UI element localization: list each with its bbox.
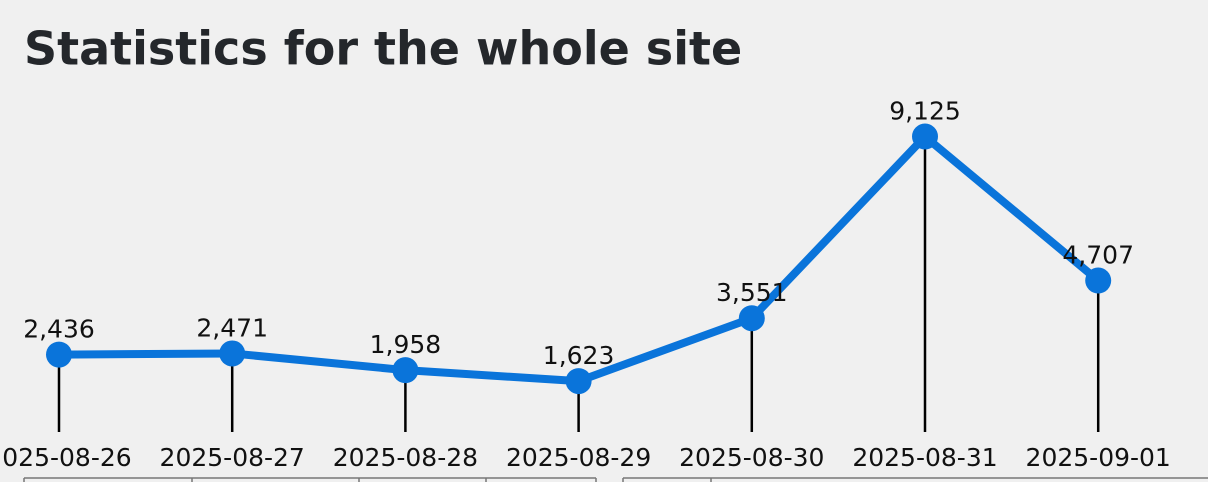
data-label: 1,623 bbox=[543, 341, 615, 370]
data-label: 9,125 bbox=[889, 97, 961, 126]
data-label: 2,436 bbox=[23, 315, 95, 344]
chart-title: Statistics for the whole site bbox=[24, 22, 742, 76]
table-edge bbox=[23, 477, 1208, 482]
x-tick-label: 2025-08-27 bbox=[160, 443, 305, 472]
x-tick-label: 2025-08-31 bbox=[852, 443, 997, 472]
data-label: 1,958 bbox=[370, 330, 442, 359]
point bbox=[738, 305, 765, 332]
data-label: 2,471 bbox=[196, 313, 268, 342]
point bbox=[46, 341, 72, 368]
data-label: 4,707 bbox=[1062, 241, 1134, 270]
x-tick-label: 2025-08-30 bbox=[679, 443, 824, 472]
data-label: 3,551 bbox=[716, 278, 788, 307]
x-tick-label: 2025-08-26 bbox=[0, 443, 132, 472]
x-tick-label: 2025-08-29 bbox=[506, 443, 651, 472]
point bbox=[912, 123, 938, 150]
x-tick-label: 2025-08-28 bbox=[333, 443, 478, 472]
point bbox=[565, 368, 592, 395]
point bbox=[392, 357, 419, 384]
x-tick-label: 2025-09-01 bbox=[1026, 443, 1171, 472]
point bbox=[219, 340, 246, 367]
point bbox=[1085, 267, 1112, 294]
